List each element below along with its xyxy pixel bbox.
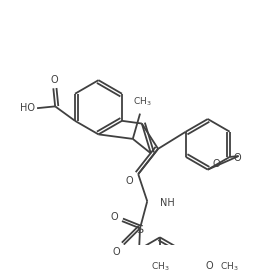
Text: NH: NH <box>160 198 175 208</box>
Text: S: S <box>137 225 144 235</box>
Text: CH$_3$: CH$_3$ <box>133 96 151 108</box>
Text: CH$_3$: CH$_3$ <box>151 260 169 270</box>
Text: O: O <box>205 261 213 270</box>
Text: O: O <box>50 75 58 85</box>
Text: HO: HO <box>20 103 35 113</box>
Text: O: O <box>213 159 221 169</box>
Text: O: O <box>111 212 118 222</box>
Text: CH$_3$: CH$_3$ <box>220 260 238 270</box>
Text: O: O <box>234 153 242 163</box>
Text: O: O <box>113 247 120 257</box>
Text: O: O <box>125 176 133 186</box>
